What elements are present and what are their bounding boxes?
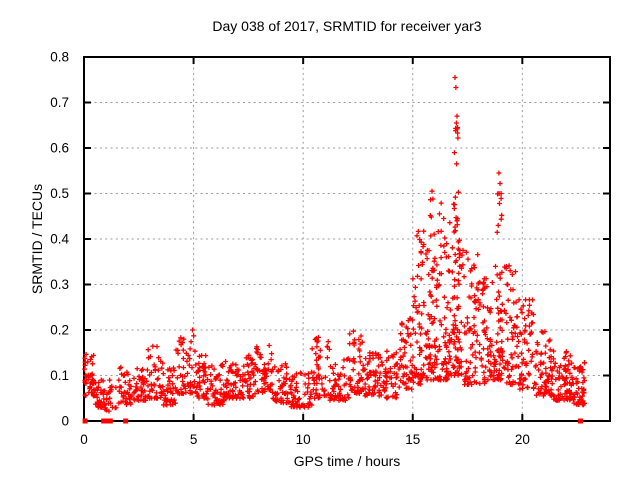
y-tick-label: 0.4 [50, 232, 69, 247]
zero-value-markers [82, 418, 583, 424]
plot-border [83, 56, 611, 422]
chart-title: Day 038 of 2017, SRMTID for receiver yar… [212, 18, 481, 34]
zero-value-marker [123, 418, 129, 424]
y-tick-label: 0.3 [50, 277, 69, 292]
data-points [82, 75, 588, 414]
x-axis-label: GPS time / hours [294, 453, 401, 469]
x-tick-label: 5 [190, 432, 198, 447]
y-tick-label: 0.1 [50, 368, 69, 383]
zero-value-marker [104, 418, 110, 424]
zero-value-marker [101, 418, 107, 424]
x-tick-label: 10 [296, 432, 311, 447]
y-tick-label: 0.6 [50, 141, 69, 156]
tick-labels: 0 5 10 15 20 0 0.1 0.2 0.3 0.4 0.5 0.6 0.7 0.8 [50, 50, 530, 447]
x-tick-label: 0 [80, 432, 88, 447]
zero-value-marker [107, 418, 113, 424]
scatter-plus-markers [82, 75, 588, 414]
y-tick-label: 0.2 [50, 323, 69, 338]
x-tick-label: 15 [405, 432, 420, 447]
zero-value-marker [577, 418, 583, 424]
y-tick-label: 0.7 [50, 95, 69, 110]
x-tick-label: 20 [515, 432, 530, 447]
y-tick-label: 0.5 [50, 186, 69, 201]
y-axis-label: SRMTID / TECUs [29, 184, 45, 294]
y-tick-label: 0 [61, 414, 69, 429]
zero-value-marker [82, 418, 88, 424]
y-tick-label: 0.8 [50, 50, 69, 65]
